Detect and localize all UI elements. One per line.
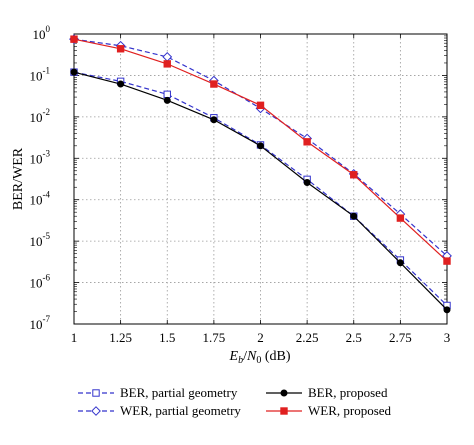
data-point-ber-proposed xyxy=(163,96,171,104)
legend-marker-ber-partial-geometry xyxy=(92,389,100,397)
data-point-wer-proposed xyxy=(303,138,311,146)
x-tick-label: 2.5 xyxy=(346,330,362,345)
y-tick-base: 10 xyxy=(30,317,43,332)
y-tick-base: 10 xyxy=(30,110,43,125)
data-point-ber-proposed xyxy=(303,179,311,187)
y-tick-base: 10 xyxy=(33,27,46,42)
x-axis-title-e: E xyxy=(229,349,239,364)
legend-marker-wer-partial-geometry xyxy=(91,406,101,416)
data-point-wer-proposed xyxy=(350,171,358,179)
x-axis-title: Eb/N0 (dB) xyxy=(229,349,291,366)
y-tick-exponent: -2 xyxy=(43,107,51,117)
legend-label-ber-proposed: BER, proposed xyxy=(308,385,388,400)
data-point-wer-proposed xyxy=(443,257,451,265)
x-tick-label: 3 xyxy=(444,330,451,345)
data-point-ber-proposed xyxy=(396,259,404,267)
y-tick-label: 100 xyxy=(33,24,51,42)
y-tick-exponent: -3 xyxy=(43,148,51,158)
legend-marker-ber-proposed xyxy=(280,389,288,397)
x-axis-title-slash: / xyxy=(243,349,247,364)
y-axis-title: BER/WER xyxy=(11,147,26,210)
x-axis-title-0: 0 xyxy=(256,355,261,366)
data-point-wer-proposed xyxy=(70,35,78,43)
data-point-wer-proposed xyxy=(396,214,405,222)
legend: BER, partial geometry WER, partial geomet… xyxy=(78,385,392,418)
x-tick-label: 1.5 xyxy=(159,330,175,345)
legend-label-wer-proposed: WER, proposed xyxy=(308,403,392,418)
y-tick-label: 10-7 xyxy=(30,314,51,332)
data-point-ber-proposed xyxy=(117,80,125,88)
x-tick-label: 2 xyxy=(257,330,264,345)
x-axis-title-unit: (dB) xyxy=(261,349,291,364)
y-tick-label: 10-5 xyxy=(30,231,51,249)
y-tick-base: 10 xyxy=(30,68,43,83)
y-tick-label: 10-4 xyxy=(30,190,51,208)
legend-label-wer-partial-geometry: WER, partial geometry xyxy=(120,403,241,418)
series-layer xyxy=(69,34,452,314)
data-point-wer-proposed xyxy=(210,80,218,88)
y-tick-label: 10-6 xyxy=(30,273,51,291)
y-tick-base: 10 xyxy=(30,276,43,291)
y-tick-base: 10 xyxy=(30,193,43,208)
legend-item-ber-partial-geometry: BER, partial geometry xyxy=(78,385,238,400)
x-tick-label: 1 xyxy=(71,330,78,345)
data-point-ber-proposed xyxy=(70,68,78,76)
y-tick-exponent: -4 xyxy=(43,190,51,200)
data-point-wer-proposed xyxy=(116,45,125,53)
series-ber-proposed xyxy=(70,68,451,314)
legend-item-wer-proposed: WER, proposed xyxy=(266,403,392,418)
axis-ticks: 1 1.25 1.5 1.75 2 2.25 2.5 2.75 310010-110-210-3… xyxy=(30,24,451,345)
legend-label-ber-partial-geometry: BER, partial geometry xyxy=(120,385,238,400)
x-tick-label: 1.75 xyxy=(203,330,226,345)
y-tick-exponent: -7 xyxy=(43,314,51,324)
y-tick-label: 10-1 xyxy=(30,65,51,83)
y-tick-base: 10 xyxy=(30,234,43,249)
y-tick-label: 10-3 xyxy=(30,148,51,166)
x-tick-label: 1.25 xyxy=(109,330,132,345)
legend-item-wer-partial-geometry: WER, partial geometry xyxy=(78,403,241,418)
x-tick-label: 2.75 xyxy=(389,330,412,345)
y-tick-exponent: -1 xyxy=(43,65,51,75)
data-point-ber-proposed xyxy=(443,306,451,314)
x-tick-label: 2.25 xyxy=(296,330,319,345)
data-point-ber-proposed xyxy=(350,212,358,220)
series-wer-proposed xyxy=(70,35,451,265)
x-axis-title-b: b xyxy=(238,355,243,366)
data-point-wer-proposed xyxy=(163,60,171,68)
data-point-ber-partial-geometry xyxy=(163,90,171,99)
data-point-wer-proposed xyxy=(256,101,265,110)
legend-item-ber-proposed: BER, proposed xyxy=(266,385,388,400)
data-point-ber-proposed xyxy=(210,116,218,124)
y-tick-exponent: -5 xyxy=(43,231,51,241)
legend-marker-wer-proposed xyxy=(280,407,288,415)
x-axis-title-n: N xyxy=(246,349,257,364)
y-tick-exponent: -6 xyxy=(43,273,51,283)
y-tick-exponent: 0 xyxy=(46,24,51,34)
y-tick-base: 10 xyxy=(30,151,43,166)
y-tick-label: 10-2 xyxy=(30,107,51,125)
data-point-ber-proposed xyxy=(257,142,264,150)
